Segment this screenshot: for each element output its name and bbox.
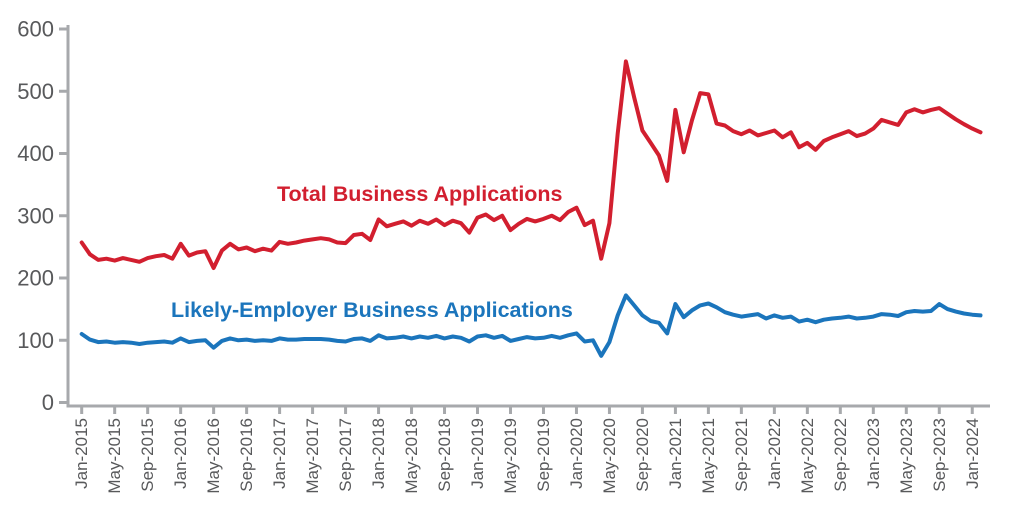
x-tick-label: Sep-2017 — [336, 418, 355, 492]
x-tick-label: May-2023 — [897, 418, 916, 494]
x-axis-ticks: Jan-2015 May-2015 Sep-2015 Jan-2016 May-2016… — [72, 406, 982, 494]
x-tick-label: Jan-2017 — [270, 418, 289, 489]
x-tick-label: Sep-2021 — [732, 418, 751, 492]
y-tick-label: 0 — [42, 390, 54, 415]
x-tick-label: Jan-2018 — [369, 418, 388, 489]
x-tick-label: May-2022 — [798, 418, 817, 494]
x-tick-label: Jan-2022 — [765, 418, 784, 489]
y-tick-label: 400 — [17, 141, 54, 166]
x-tick-label: Jan-2020 — [567, 418, 586, 489]
x-tick-label: Jan-2019 — [468, 418, 487, 489]
x-tick-label: Jan-2015 — [72, 418, 91, 489]
x-tick-label: Sep-2019 — [534, 418, 553, 492]
x-tick-label: May-2018 — [402, 418, 421, 494]
y-tick-label: 600 — [17, 17, 54, 42]
x-tick-label: Jan-2024 — [963, 418, 982, 489]
series-annotations: Total Business Applications Likely-Emplo… — [171, 182, 573, 322]
x-tick-label: Sep-2023 — [930, 418, 949, 492]
x-tick-label: Jan-2023 — [864, 418, 883, 489]
x-tick-label: May-2020 — [600, 418, 619, 494]
likely-employer-business-applications-label: Likely-Employer Business Applications — [171, 298, 573, 322]
x-tick-label: Sep-2022 — [831, 418, 850, 492]
x-tick-label: May-2021 — [699, 418, 718, 494]
y-tick-label: 300 — [17, 203, 54, 228]
series-line-likely-employer-business-applications — [79, 293, 983, 358]
x-tick-label: Jan-2016 — [171, 418, 190, 489]
total-business-applications-label: Total Business Applications — [277, 182, 563, 206]
y-tick-label: 100 — [17, 328, 54, 353]
x-tick-label: Sep-2018 — [435, 418, 454, 492]
series-lines — [79, 59, 983, 358]
axes — [66, 25, 990, 408]
y-tick-label: 200 — [17, 266, 54, 291]
x-tick-label: Sep-2020 — [633, 418, 652, 492]
x-tick-label: May-2016 — [204, 418, 223, 494]
x-tick-label: Sep-2016 — [237, 418, 256, 492]
x-tick-label: May-2015 — [105, 418, 124, 494]
y-tick-label: 500 — [17, 79, 54, 104]
x-tick-label: May-2017 — [303, 418, 322, 494]
x-tick-label: Jan-2021 — [666, 418, 685, 489]
x-tick-label: May-2019 — [501, 418, 520, 494]
series-line-total-business-applications — [79, 59, 983, 270]
x-tick-label: Sep-2015 — [138, 418, 157, 492]
y-axis-ticks: 0 100 200 300 400 500 600 — [17, 17, 68, 415]
